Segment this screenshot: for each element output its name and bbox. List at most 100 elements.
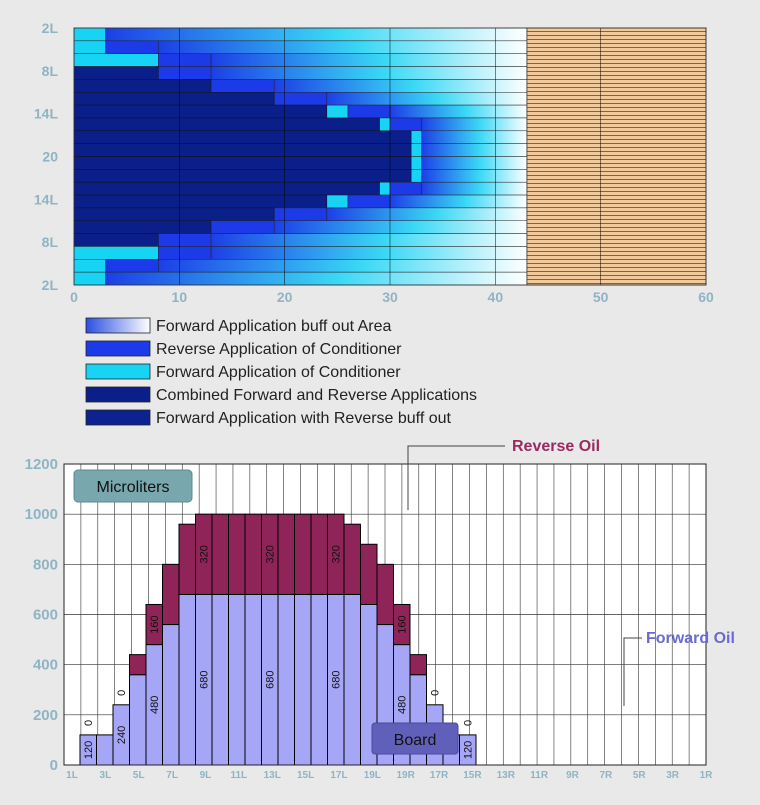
heatmap-y-tick-label: 2L [42, 277, 59, 293]
buff-segment [158, 259, 528, 273]
combined-segment [73, 79, 212, 93]
bar-x-tick-label: 11L [230, 770, 247, 781]
legend: Forward Application buff out Area Reverse… [85, 317, 477, 427]
reverse-segment [158, 66, 212, 80]
heatmap-row [73, 181, 528, 196]
combined-segment [73, 104, 328, 119]
forward-oil-bar [228, 593, 246, 766]
reverse-oil-bar [228, 513, 246, 595]
heatmap-frame [73, 27, 707, 286]
reverse-segment [158, 233, 212, 247]
bar-data-label: 680 [265, 671, 277, 689]
bar-x-tick-label: 11R [530, 770, 549, 781]
legend-item: Forward Application of Conditioner [85, 363, 401, 381]
reverse-segment [210, 79, 275, 93]
reverse-oil-bar [129, 654, 147, 676]
forward-segment [73, 53, 159, 67]
reverse-oil-bar [162, 563, 180, 626]
bar-data-label: 160 [397, 615, 409, 633]
reverse-oil-bar [393, 603, 411, 646]
combined-segment [73, 130, 412, 144]
heatmap-y-tick-label: 20 [42, 149, 58, 165]
reverse-oil-bar [409, 654, 427, 676]
buff-segment [421, 143, 528, 157]
legend-item: Forward Application buff out Area [85, 317, 392, 335]
combined-segment [73, 233, 159, 247]
buff-segment [326, 207, 528, 221]
reverse-segment [389, 117, 422, 132]
bar-x-tick-label: 3R [666, 770, 680, 781]
bar-x-tick-label: 15R [463, 770, 482, 781]
legend-swatch [85, 317, 151, 334]
heatmap-row [73, 53, 528, 67]
bar-x-tick-label: 1L [66, 770, 78, 781]
heatmap-row [73, 259, 528, 273]
reverse-segment [105, 259, 159, 273]
heatmap-x-tick-label: 60 [698, 289, 714, 305]
bar-data-label: 0 [83, 720, 95, 726]
forward-segment [379, 117, 391, 132]
heatmap-row [73, 117, 528, 132]
heatmap-x-tick-label: 50 [593, 289, 609, 305]
forward-segment [73, 40, 106, 54]
bar-x-tick-label: 5R [633, 770, 647, 781]
buff-segment [421, 130, 528, 144]
heatmap-x-tick-label: 10 [172, 289, 188, 305]
reverse-segment [158, 246, 212, 260]
legend-item: Forward Application with Reverse buff ou… [85, 409, 452, 427]
heatmap-x-tick-label: 0 [70, 289, 78, 305]
heatmap-row [73, 27, 528, 42]
forward-oil-callout: Forward Oil [623, 630, 735, 706]
bar-y-tick-label: 200 [33, 707, 58, 724]
reverse-segment [273, 207, 328, 221]
heatmap-x-tick-label: 40 [488, 289, 504, 305]
heatmap-row [73, 271, 528, 286]
heatmap-y-tick-label: 14L [34, 191, 59, 207]
heatmap-row [73, 66, 528, 80]
reverse-oil-bar [343, 523, 361, 595]
legend-label: Forward Application with Reverse buff ou… [156, 410, 452, 427]
reverse-oil-bar [244, 513, 262, 595]
bar-data-label: 320 [331, 545, 343, 563]
bar-x-tick-label: 1R [700, 770, 714, 781]
bar-data-label: 0 [116, 690, 128, 696]
legend-label: Reverse Application of Conditioner [156, 341, 402, 358]
bar-y-tick-label: 600 [33, 607, 58, 624]
heatmap-row [73, 169, 528, 183]
bar-x-tick-label: 13L [264, 770, 281, 781]
board-zone [526, 27, 707, 286]
legend-item: Reverse Application of Conditioner [85, 340, 402, 358]
bar-x-tick-label: 19R [397, 770, 416, 781]
bar-y-tick-label: 0 [50, 757, 58, 774]
reverse-segment [210, 220, 275, 234]
buff-segment [158, 40, 528, 54]
combined-segment [73, 194, 328, 209]
bar-data-label: 240 [116, 726, 128, 744]
buff-segment [389, 104, 528, 119]
reverse-oil-bar [178, 523, 196, 595]
heatmap-x-tick-label: 30 [382, 289, 398, 305]
heatmap-row [73, 79, 528, 93]
reverse-oil-bar [310, 513, 328, 595]
bar-data-label: 120 [463, 741, 475, 759]
heatmap-row [73, 246, 528, 260]
forward-oil-bar [211, 593, 229, 766]
combined-segment [73, 66, 159, 80]
forward-oil-bar [178, 593, 196, 766]
forward-oil-bar [129, 674, 147, 766]
bar-y-tick-label: 800 [33, 556, 58, 573]
reverse-segment [347, 194, 391, 209]
bar-data-label: 480 [397, 696, 409, 714]
buff-segment [421, 181, 528, 196]
combined-segment [73, 92, 275, 106]
buff-segment [389, 194, 528, 209]
bar-x-tick-label: 9R [566, 770, 580, 781]
bar-x-tick-label: 7L [166, 770, 178, 781]
forward-segment [73, 271, 106, 286]
bar-x-tick-label: 5L [133, 770, 145, 781]
forward-oil-bar [343, 593, 361, 766]
legend-swatch [85, 386, 151, 403]
bar-data-label: 0 [430, 690, 442, 696]
heatmap-row [73, 194, 528, 209]
